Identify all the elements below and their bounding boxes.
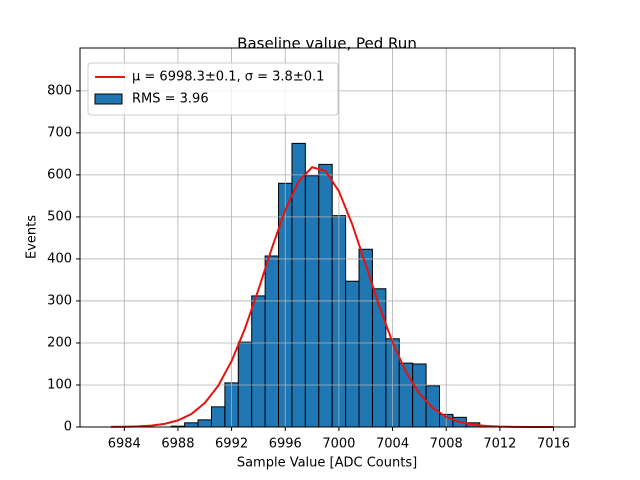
- legend-box: [87, 62, 339, 116]
- histogram-bar: [425, 385, 441, 428]
- histogram-bar: [345, 280, 360, 428]
- x-tick-label: 7004: [376, 437, 409, 452]
- histogram-bar: [371, 288, 387, 428]
- legend-label: RMS = 3.96: [132, 92, 209, 107]
- y-axis-label: Events: [25, 215, 40, 259]
- histogram-bar: [304, 175, 320, 428]
- legend: μ = 6998.3±0.1, σ = 3.8±0.1 RMS = 3.96: [87, 62, 339, 116]
- histogram-bar: [412, 363, 427, 428]
- y-tick-label: 300: [47, 293, 72, 308]
- histogram-bar: [251, 295, 266, 428]
- y-tick-label: 200: [47, 335, 72, 350]
- plot-frame: [79, 47, 576, 428]
- x-tick-label: 7008: [430, 437, 463, 452]
- y-tick-label: 100: [47, 377, 72, 392]
- chart-title: Baseline value, Ped Run: [237, 35, 417, 53]
- x-tick-label: 7016: [537, 437, 570, 452]
- y-tick-label: 800: [47, 83, 72, 98]
- x-tick-label: 7000: [322, 437, 355, 452]
- legend-label: μ = 6998.3±0.1, σ = 3.8±0.1: [132, 70, 324, 85]
- histogram-bar: [291, 142, 306, 428]
- histogram-bar: [318, 163, 333, 428]
- y-tick-label: 0: [64, 420, 72, 435]
- histogram-bar: [358, 248, 373, 428]
- x-tick-label: 6992: [215, 437, 248, 452]
- y-tick-label: 700: [47, 125, 72, 140]
- legend-patch: [94, 93, 123, 105]
- histogram-bar: [184, 422, 199, 428]
- x-tick-label: 6984: [108, 437, 141, 452]
- histogram-bar: [264, 255, 280, 428]
- histogram-bar: [210, 406, 226, 428]
- x-tick-label: 6988: [161, 437, 194, 452]
- histogram-bar: [197, 419, 212, 428]
- x-axis-label: Sample Value [ADC Counts]: [237, 456, 417, 471]
- y-tick-label: 500: [47, 209, 72, 224]
- histogram-bar: [237, 341, 253, 428]
- y-tick-label: 600: [47, 167, 72, 182]
- x-tick-label: 7012: [483, 437, 516, 452]
- x-tick-label: 6996: [269, 437, 302, 452]
- fit-line: [110, 166, 554, 428]
- y-tick-label: 400: [47, 251, 72, 266]
